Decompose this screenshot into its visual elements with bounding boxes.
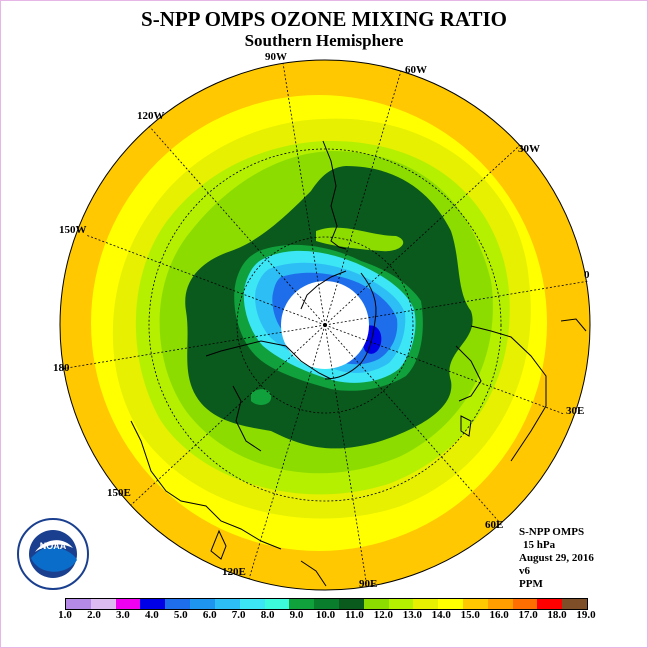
colorbar-swatch — [338, 599, 364, 609]
colorbar-swatch — [512, 599, 538, 609]
contour-band-10-east — [316, 227, 404, 252]
colorbar-swatch — [140, 599, 166, 609]
colorbar-swatch — [165, 599, 191, 609]
colorbar-tick-label: 14.0 — [431, 609, 451, 621]
colorbar-tick-label: 7.0 — [231, 609, 246, 621]
colorbar-swatch — [115, 599, 141, 609]
colorbar-labels: 1.0 2.0 3.0 4.0 5.0 6.0 7.0 8.0 9.0 10.0 11.0 12.0 1… — [1, 609, 647, 625]
colorbar-swatch — [537, 599, 563, 609]
ozone-contours — [60, 60, 590, 590]
colorbar-swatch — [363, 599, 389, 609]
lon-label-0: 0 — [584, 269, 590, 281]
colorbar-tick-label: 10.0 — [315, 609, 336, 621]
colorbar-tick-label: 5.0 — [173, 609, 188, 621]
info-version: v6 — [519, 565, 530, 577]
colorbar-tick-label: 9.0 — [289, 609, 304, 621]
lon-label-150e: 150E — [107, 487, 131, 499]
colorbar-tick-label: 17.0 — [518, 609, 538, 621]
lon-label-150w: 150W — [59, 224, 87, 236]
map-border — [59, 59, 591, 591]
lon-label-60e: 60E — [485, 519, 504, 531]
south-pole-marker — [323, 323, 327, 327]
colorbar-swatch — [314, 599, 339, 609]
colorbar-swatch — [289, 599, 315, 609]
info-pressure: 15 hPa — [523, 539, 556, 551]
colorbar-tick-label: 2.0 — [87, 609, 101, 621]
colorbar-swatch — [190, 599, 215, 609]
lon-label-90e: 90E — [359, 578, 378, 590]
colorbar-swatch — [66, 599, 91, 609]
colorbar-tick-label: 3.0 — [116, 609, 130, 621]
colorbar-tick-label: 16.0 — [489, 609, 509, 621]
lon-label-120w: 120W — [137, 110, 165, 122]
colorbar-swatch — [413, 599, 439, 609]
noaa-logo-text: NOAA — [40, 541, 67, 551]
lon-label-180: 180 — [53, 362, 70, 374]
map-info: S-NPP OMPS 15 hPa August 29, 2016 v6 PPM — [519, 526, 594, 591]
lon-label-30e: 30E — [566, 405, 585, 417]
noaa-emblem-icon: NOAA — [17, 518, 89, 590]
colorbar-swatch — [239, 599, 265, 609]
lon-label-90w: 90W — [265, 51, 287, 63]
colorbar-tick-label: 13.0 — [402, 609, 422, 621]
colorbar-tick-label: 11.0 — [345, 609, 364, 621]
graticule — [60, 62, 590, 588]
colorbar-swatch — [438, 599, 463, 609]
colorbar-tick-label: 1.0 — [58, 609, 72, 621]
lon-label-30w: 30W — [518, 143, 540, 155]
colorbar-tick-label: 18.0 — [547, 609, 567, 621]
noaa-logo: NOAA — [17, 518, 89, 590]
colorbar-swatch — [562, 599, 588, 609]
info-instrument: S-NPP OMPS — [519, 526, 585, 538]
map-subtitle: Southern Hemisphere — [244, 31, 404, 50]
colorbar-tick-label: 19.0 — [576, 609, 596, 621]
lon-label-120e: 120E — [222, 566, 246, 578]
coastlines — [130, 140, 587, 587]
colorbar-tick-label: 4.0 — [144, 609, 159, 621]
colorbar — [65, 598, 588, 610]
map-title: S-NPP OMPS OZONE MIXING RATIO — [141, 7, 507, 31]
colorbar-swatch — [388, 599, 414, 609]
colorbar-tick-label: 15.0 — [460, 609, 480, 621]
contour-band-12-patch — [251, 389, 272, 405]
colorbar-tick-label: 8.0 — [260, 609, 275, 621]
info-units: PPM — [519, 578, 543, 590]
info-date: August 29, 2016 — [519, 552, 594, 564]
colorbar-swatch — [264, 599, 290, 609]
colorbar-tick-label: 6.0 — [202, 609, 217, 621]
colorbar-tick-label: 12.0 — [373, 609, 393, 621]
colorbar-swatch — [463, 599, 488, 609]
colorbar-swatch — [214, 599, 240, 609]
colorbar-swatch — [90, 599, 116, 609]
lon-label-60w: 60W — [405, 64, 427, 76]
colorbar-swatch — [487, 599, 513, 609]
